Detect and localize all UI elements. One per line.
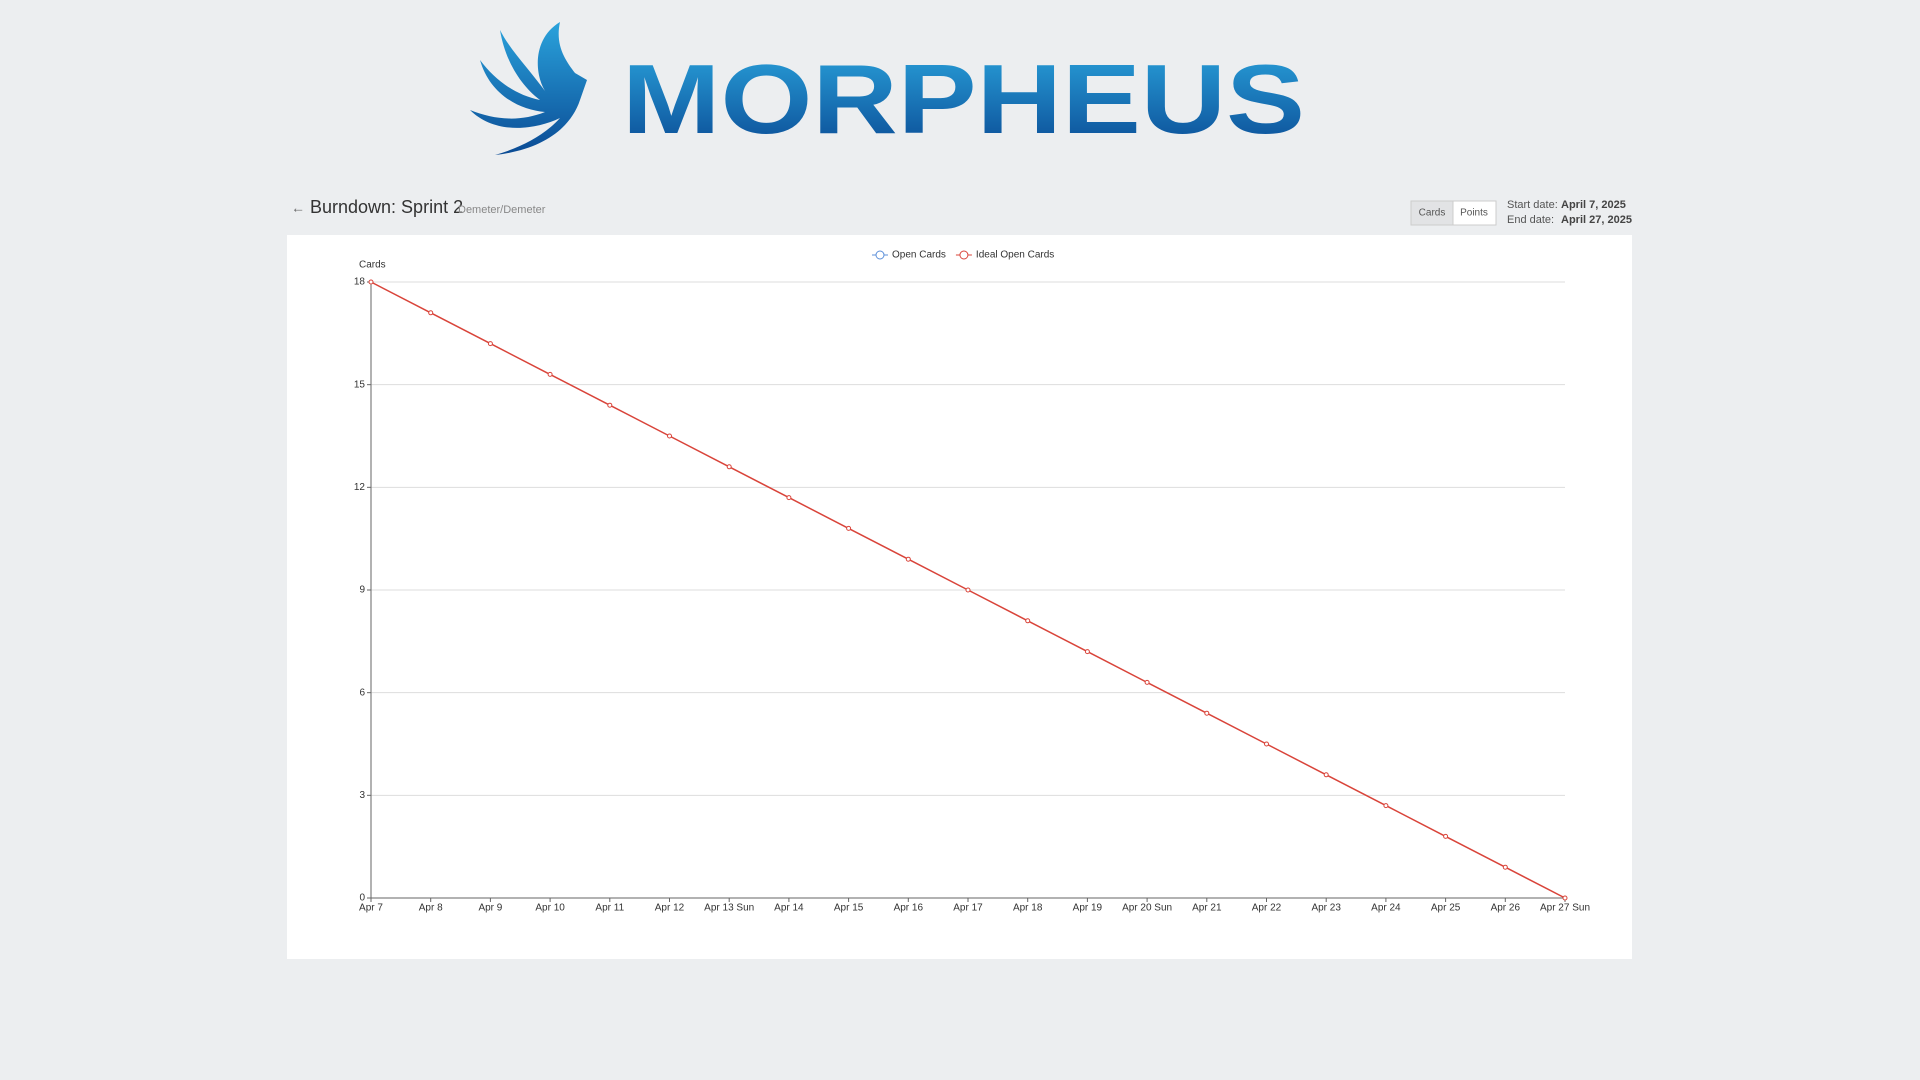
y-axis-label: Cards [359,260,386,271]
data-point [965,587,971,593]
data-point [786,495,792,501]
data-point [547,371,553,377]
x-tick-label: Apr 9 [478,903,502,914]
x-tick-label: Apr 22 [1252,903,1282,914]
y-tick-label: 0 [359,893,365,904]
x-tick-label: Apr 15 [834,903,864,914]
x-tick-label: Apr 13 Sun [704,903,754,914]
x-tick-label: Apr 26 [1491,903,1521,914]
page-title: Burndown: Sprint 2 [310,197,463,217]
x-tick-label: Apr 25 [1431,903,1461,914]
x-tick-label: Apr 18 [1013,903,1043,914]
data-point [1204,710,1210,716]
y-tick-label: 9 [359,585,365,596]
data-point [905,556,911,562]
chart-panel [287,235,1632,959]
button-points[interactable] [1452,200,1497,226]
x-tick-label: Apr 7 [359,903,383,914]
y-tick-label: 15 [354,379,366,390]
x-tick-label: Apr 20 Sun [1122,903,1172,914]
data-point [1562,895,1568,901]
data-point [368,279,374,285]
x-tick-label: Apr 16 [894,903,924,914]
x-tick-label: Apr 8 [419,903,443,914]
x-tick-label: Apr 24 [1371,903,1401,914]
data-point [1502,864,1508,870]
button-label[interactable]: Cards [1419,208,1446,219]
y-tick-label: 18 [354,277,366,288]
y-tick-label: 3 [359,790,365,801]
x-tick-label: Apr 19 [1073,903,1103,914]
x-tick-label: Apr 17 [953,903,983,914]
end-label: End date: [1507,214,1554,226]
legend-label[interactable]: Open Cards [892,250,946,261]
logo-text: MORPHEUS [622,44,1305,154]
logo-bird [470,22,587,155]
data-point [1144,679,1150,685]
data-point [1383,803,1389,809]
x-tick-label: Apr 23 [1311,903,1341,914]
back-arrow[interactable]: ← [291,200,305,216]
x-tick-label: Apr 12 [655,903,685,914]
x-tick-label: Apr 10 [535,903,565,914]
data-point [846,525,852,531]
x-tick-label: Apr 11 [595,903,624,914]
button-cards[interactable] [1410,200,1454,226]
data-point [667,433,672,439]
legend-icon[interactable] [959,250,969,260]
y-tick-label: 6 [359,687,365,698]
start-label: Start date: [1507,199,1558,211]
data-point [1264,741,1269,747]
page-subtitle: Demeter/Demeter [458,204,546,216]
data-point [607,402,613,408]
data-point [1084,649,1090,655]
y-tick-label: 12 [354,482,366,493]
button-label[interactable]: Points [1460,208,1488,219]
data-point [487,341,493,347]
data-point [1443,833,1449,839]
data-point [726,464,732,470]
legend-label[interactable]: Ideal Open Cards [976,250,1054,261]
data-point [428,310,434,316]
logo: MORPHEUS [470,22,1305,155]
toggle: Cards Points [1410,200,1497,226]
x-tick-label: Apr 27 Sun [1540,903,1590,914]
x-tick-label: Apr 21 [1192,903,1222,914]
legend-icon[interactable] [875,250,885,260]
data-point [1323,772,1329,778]
x-tick-label: Apr 14 [774,903,804,914]
data-point [1025,618,1031,624]
start-value: April 7, 2025 [1561,199,1626,211]
end-value: April 27, 2025 [1561,214,1632,226]
